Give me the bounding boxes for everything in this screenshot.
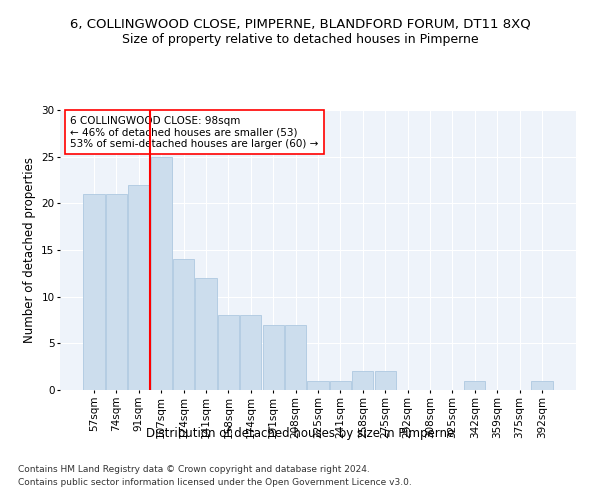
Bar [307,380,329,390]
Bar [218,316,239,390]
Text: 6 COLLINGWOOD CLOSE: 98sqm
← 46% of detached houses are smaller (53)
53% of semi: 6 COLLINGWOOD CLOSE: 98sqm ← 46% of deta… [70,116,319,149]
Bar [151,156,172,390]
Text: Contains HM Land Registry data © Crown copyright and database right 2024.: Contains HM Land Registry data © Crown c… [18,466,370,474]
Bar [196,278,217,390]
Bar [374,372,396,390]
Text: Size of property relative to detached houses in Pimperne: Size of property relative to detached ho… [122,32,478,46]
Bar [531,380,553,390]
Text: 6, COLLINGWOOD CLOSE, PIMPERNE, BLANDFORD FORUM, DT11 8XQ: 6, COLLINGWOOD CLOSE, PIMPERNE, BLANDFOR… [70,18,530,30]
Text: Contains public sector information licensed under the Open Government Licence v3: Contains public sector information licen… [18,478,412,487]
Bar [285,324,306,390]
Bar [173,260,194,390]
Bar [263,324,284,390]
Bar [128,184,149,390]
Bar [330,380,351,390]
Text: Distribution of detached houses by size in Pimperne: Distribution of detached houses by size … [146,428,454,440]
Bar [352,372,373,390]
Bar [106,194,127,390]
Bar [240,316,262,390]
Y-axis label: Number of detached properties: Number of detached properties [23,157,35,343]
Bar [83,194,105,390]
Bar [464,380,485,390]
